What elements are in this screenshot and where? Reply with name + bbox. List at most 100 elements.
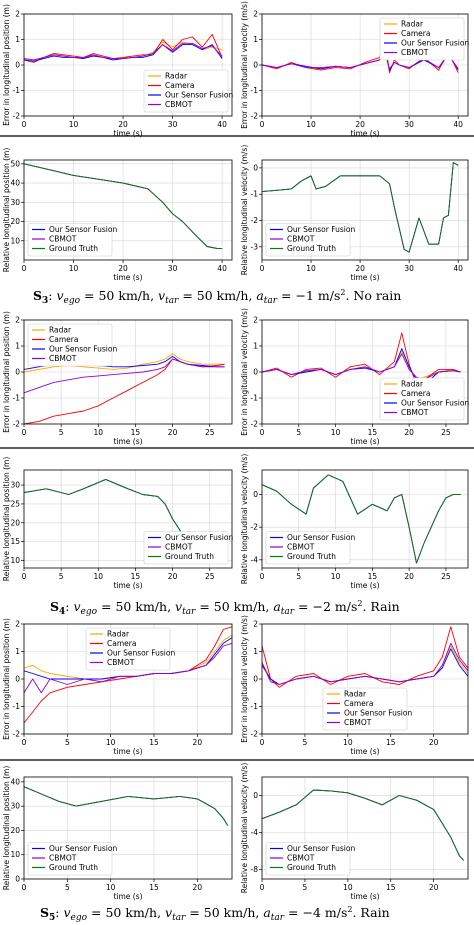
legend-label: Radar	[107, 630, 130, 639]
y-tick-label: -1	[251, 702, 259, 711]
caption-s3-number: 3	[42, 296, 48, 306]
y-tick-label: 1	[15, 647, 20, 656]
y-tick-label: 40	[10, 179, 20, 188]
y-tick-label: 10	[10, 556, 20, 565]
s4-error-position: 0 5 10 15 20 25 -2 -1 0 1 2 time (s) Error in longit…	[2, 311, 233, 446]
x-tick-label: 10	[106, 883, 116, 892]
legend-label: Our Sensor Fusion	[287, 533, 355, 542]
y-axis-label: Relative longitudinal position (m)	[2, 766, 11, 891]
legend-label: Radar	[401, 380, 424, 389]
y-tick-label: 10	[10, 236, 20, 245]
y-tick-label: 0	[15, 875, 20, 884]
y-tick-label: -2	[251, 523, 259, 532]
legend-label: Ground Truth	[287, 863, 336, 872]
legend-box	[85, 627, 171, 671]
axes-frame	[23, 319, 233, 425]
series-line-ground-truth	[261, 789, 465, 861]
axes-frame	[23, 469, 233, 569]
legend-label: Our Sensor Fusion	[165, 533, 233, 542]
x-tick-label: 5	[59, 572, 64, 581]
y-axis-label: Relative longitudinal position (m)	[2, 457, 11, 582]
axes-frame	[23, 13, 233, 117]
y-tick-label: 2	[15, 10, 20, 19]
s4-relative-position: 0 5 10 15 20 25 10 15 20 25 30 time (s) Relative lon…	[2, 457, 233, 590]
y-axis-label: Relative longitudinal velocity (m/s)	[240, 454, 249, 585]
caption-s4-acc-exp: 2	[357, 599, 362, 608]
y-tick-label: -1	[251, 86, 259, 95]
y-axis-label: Error in longitudinal velocity (m/s)	[240, 1, 249, 129]
legend-label: Ground Truth	[49, 244, 98, 253]
axes-frame	[261, 776, 469, 880]
y-axis-label: Error in longitudinal velocity (m/s)	[240, 308, 249, 436]
legend-label: CBMOT	[401, 408, 429, 417]
legend-label: Camera	[107, 639, 136, 648]
y-axis-label: Relative longitudinal position (m)	[2, 148, 11, 273]
y-axis-label: Relative longitudinal velocity (m/s)	[240, 145, 249, 276]
y-tick-label: 1	[253, 647, 258, 656]
s4-error-velocity: 0 5 10 15 20 25 -2 -1 0 1 2 time (s) Error in longit…	[240, 308, 469, 446]
series-line-ground-truth	[23, 163, 223, 249]
legend-label: CBMOT	[287, 854, 315, 863]
legend-box	[27, 842, 113, 876]
caption-s4-tar: 50 km/h	[214, 599, 266, 614]
x-tick-label: 5	[303, 883, 308, 892]
x-axis-label: time (s)	[113, 747, 142, 756]
x-tick-label: 30	[168, 264, 178, 273]
y-tick-label: 0	[15, 675, 20, 684]
s3-relative-velocity: 0 10 20 30 40 -3 -2 -1 0 time (s) Relative longitu…	[240, 145, 469, 282]
series-line-camera	[23, 626, 233, 724]
y-tick-label: -1	[13, 702, 21, 711]
x-tick-label: 20	[168, 428, 178, 437]
caption-s5-acc-exp: 2	[347, 905, 352, 914]
s5-error-position: 0 5 10 15 20 -2 -1 0 1 2 time (s) Error in longitud…	[2, 618, 233, 756]
axes-frame	[261, 623, 469, 735]
caption-s5: S5: vego = 50 km/h, vtar = 50 km/h, atar…	[40, 905, 390, 923]
series-line-cbmot	[261, 642, 469, 685]
x-tick-label: 10	[106, 738, 116, 747]
caption-s3-acc: −1 m/s	[296, 288, 341, 303]
y-tick-label: 0	[253, 61, 258, 70]
s3-error-position: 0 10 20 30 40 -2 -1 0 1 2 time (s) Error in longitu…	[2, 4, 233, 138]
caption-s3-cond: . No rain	[345, 288, 401, 303]
y-tick-label: -2	[251, 112, 259, 121]
legend-label: CBMOT	[165, 100, 193, 109]
y-tick-label: 2	[253, 620, 258, 629]
x-axis-label: time (s)	[350, 129, 379, 138]
x-tick-label: 15	[131, 428, 141, 437]
legend-label: Our Sensor Fusion	[401, 39, 469, 48]
s5-error-velocity: 0 5 10 15 20 -2 -1 0 1 2 time (s) Error in longitud…	[240, 615, 469, 756]
x-axis-label: time (s)	[350, 273, 379, 282]
y-tick-label: 1	[253, 35, 258, 44]
x-tick-label: 30	[404, 264, 414, 273]
x-tick-label: 20	[118, 264, 128, 273]
axes-frame	[261, 469, 469, 569]
x-tick-label: 40	[217, 120, 227, 129]
y-tick-label: 0	[253, 791, 258, 800]
x-tick-label: 10	[331, 572, 341, 581]
y-tick-label: 15	[10, 537, 20, 546]
y-tick-label: -2	[13, 730, 21, 739]
x-tick-label: 25	[205, 572, 215, 581]
y-tick-label: 2	[15, 316, 20, 325]
x-tick-label: 15	[131, 572, 141, 581]
x-tick-label: 40	[453, 120, 463, 129]
x-tick-label: 10	[331, 428, 341, 437]
x-tick-label: 15	[386, 883, 396, 892]
y-tick-label: 30	[10, 802, 20, 811]
y-tick-label: -1	[13, 394, 21, 403]
caption-s4-ego: 50 km/h	[115, 599, 167, 614]
y-tick-label: 2	[15, 620, 20, 629]
legend-label: Camera	[49, 335, 78, 344]
y-axis-label: Error in longitudinal position (m)	[2, 4, 11, 126]
series-line-camera	[261, 332, 461, 386]
x-tick-label: 10	[306, 120, 316, 129]
series-line-ground-truth	[23, 786, 229, 826]
y-tick-label: -2	[13, 420, 21, 429]
legend-label: Ground Truth	[287, 244, 336, 253]
s5-relative-position: 0 5 10 15 20 0 10 20 30 40 time (s) Relative longit…	[2, 766, 233, 901]
legend-label: Radar	[344, 690, 367, 699]
caption-s4-number: 4	[59, 607, 65, 617]
